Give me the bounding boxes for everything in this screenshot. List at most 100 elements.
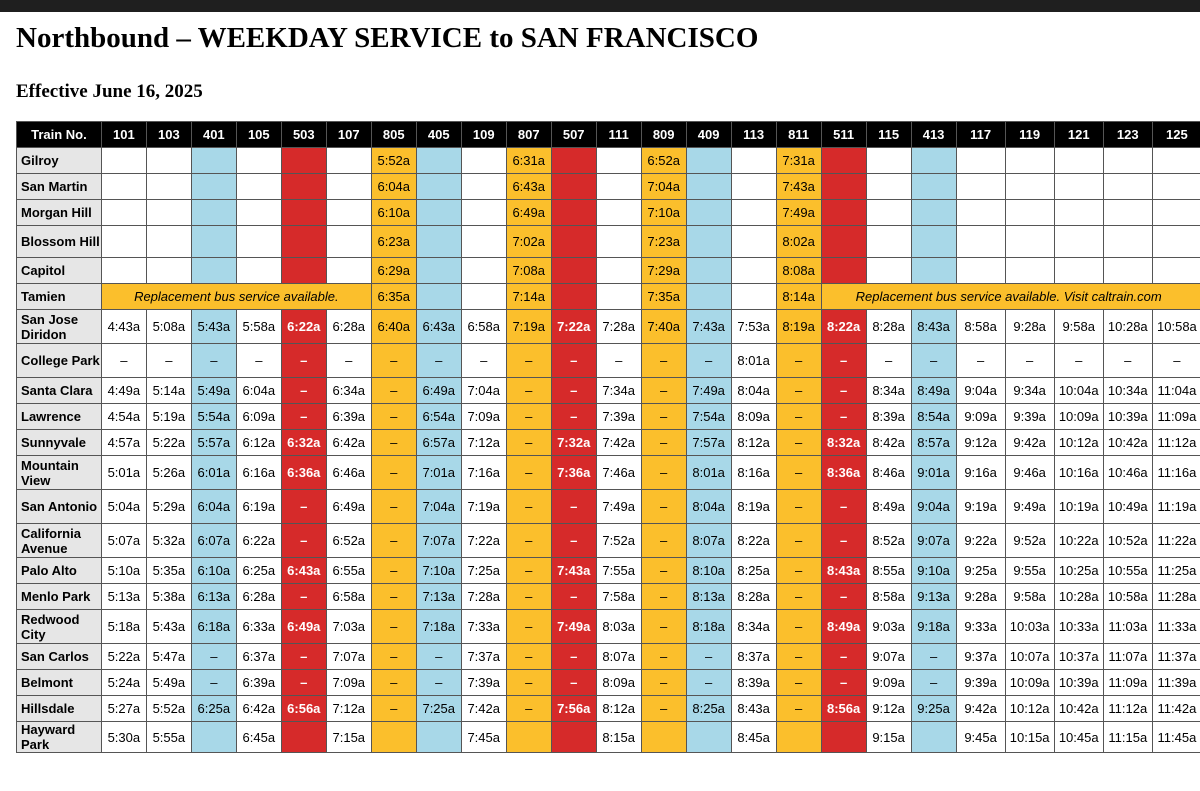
train-number-header: 511 bbox=[820, 121, 867, 148]
time-cell: 11:45a bbox=[1151, 721, 1200, 753]
time-cell: 11:25a bbox=[1151, 557, 1200, 584]
time-cell: 5:49a bbox=[145, 669, 192, 696]
time-cell: 6:13a bbox=[190, 583, 237, 610]
schedule-table-container: Train No. 101 103 401 105 503 107 805 405 109 807… bbox=[16, 121, 1200, 791]
time-cell: 6:07a bbox=[190, 523, 237, 558]
time-cell: 9:49a bbox=[1004, 489, 1055, 524]
time-cell bbox=[1004, 147, 1055, 174]
time-cell bbox=[145, 199, 192, 226]
station-name: Hillsdale bbox=[16, 695, 102, 722]
time-cell: 10:28a bbox=[1102, 309, 1153, 344]
time-cell bbox=[280, 199, 327, 226]
time-cell: 7:03a bbox=[325, 609, 372, 644]
time-cell: 8:34a bbox=[730, 609, 777, 644]
time-cell bbox=[1102, 257, 1153, 284]
time-cell: 10:33a bbox=[1053, 609, 1104, 644]
time-cell: – bbox=[550, 669, 597, 696]
time-cell: 6:49a bbox=[415, 377, 462, 404]
time-cell: 8:07a bbox=[685, 523, 732, 558]
time-cell: 8:22a bbox=[730, 523, 777, 558]
time-cell: 9:28a bbox=[955, 583, 1006, 610]
time-cell: 7:43a bbox=[775, 173, 822, 200]
station-name: Redwood City bbox=[16, 609, 102, 644]
time-cell: 9:33a bbox=[955, 609, 1006, 644]
time-cell bbox=[280, 721, 327, 753]
time-cell: – bbox=[820, 643, 867, 670]
time-cell: 5:52a bbox=[370, 147, 417, 174]
time-cell: 10:15a bbox=[1004, 721, 1055, 753]
time-cell: 5:07a bbox=[100, 523, 147, 558]
time-cell: 7:58a bbox=[595, 583, 642, 610]
time-cell: 4:57a bbox=[100, 429, 147, 456]
train-no-header: Train No. bbox=[16, 121, 102, 148]
time-cell: 7:10a bbox=[415, 557, 462, 584]
time-cell: 6:45a bbox=[235, 721, 282, 753]
time-cell bbox=[415, 257, 462, 284]
time-cell bbox=[460, 283, 507, 310]
time-cell: – bbox=[280, 377, 327, 404]
time-cell bbox=[145, 257, 192, 284]
station-row: Mountain View 5:01a 5:26a 6:01a 6:16a 6:36a 6:… bbox=[16, 455, 1200, 490]
time-cell: 8:43a bbox=[910, 309, 957, 344]
station-name: California Avenue bbox=[16, 523, 102, 558]
train-number-header: 405 bbox=[415, 121, 462, 148]
time-cell: 9:45a bbox=[955, 721, 1006, 753]
time-cell bbox=[415, 199, 462, 226]
time-cell: 7:49a bbox=[775, 199, 822, 226]
time-cell: – bbox=[280, 523, 327, 558]
time-cell: 7:40a bbox=[640, 309, 687, 344]
time-cell: 8:07a bbox=[595, 643, 642, 670]
time-cell: 6:19a bbox=[235, 489, 282, 524]
station-row: Lawrence 4:54a 5:19a 5:54a 6:09a –6:39a –6:54a… bbox=[16, 403, 1200, 430]
time-cell: – bbox=[1053, 343, 1104, 378]
time-cell bbox=[595, 199, 642, 226]
time-cell: – bbox=[505, 455, 552, 490]
time-cell: 8:55a bbox=[865, 557, 912, 584]
time-cell bbox=[280, 147, 327, 174]
time-cell: – bbox=[775, 523, 822, 558]
time-cell bbox=[1151, 199, 1200, 226]
time-cell bbox=[145, 147, 192, 174]
time-cell: – bbox=[910, 343, 957, 378]
time-cell: 7:07a bbox=[415, 523, 462, 558]
time-cell: – bbox=[505, 643, 552, 670]
time-cell: 10:52a bbox=[1102, 523, 1153, 558]
station-row: Hillsdale 5:27a 5:52a 6:25a 6:42a 6:56a 7:12a –… bbox=[16, 695, 1200, 722]
time-cell: 5:38a bbox=[145, 583, 192, 610]
time-cell: 9:13a bbox=[910, 583, 957, 610]
time-cell: 8:25a bbox=[730, 557, 777, 584]
time-cell: – bbox=[775, 583, 822, 610]
time-cell: 6:55a bbox=[325, 557, 372, 584]
station-name: Tamien bbox=[16, 283, 102, 310]
time-cell: 7:02a bbox=[505, 225, 552, 258]
time-cell bbox=[460, 257, 507, 284]
time-cell: 7:15a bbox=[325, 721, 372, 753]
station-name: Mountain View bbox=[16, 455, 102, 490]
time-cell: – bbox=[640, 429, 687, 456]
time-cell: – bbox=[775, 429, 822, 456]
time-cell bbox=[1151, 147, 1200, 174]
train-number-header: 409 bbox=[685, 121, 732, 148]
time-cell: – bbox=[370, 669, 417, 696]
time-cell bbox=[1053, 257, 1104, 284]
time-cell: 11:33a bbox=[1151, 609, 1200, 644]
time-cell: – bbox=[505, 557, 552, 584]
station-name: Hayward Park bbox=[16, 721, 102, 753]
time-cell: 6:01a bbox=[190, 455, 237, 490]
time-cell: 7:31a bbox=[775, 147, 822, 174]
time-cell: 6:49a bbox=[280, 609, 327, 644]
time-cell bbox=[460, 173, 507, 200]
time-cell bbox=[1102, 147, 1153, 174]
time-cell: 9:37a bbox=[955, 643, 1006, 670]
time-cell bbox=[865, 173, 912, 200]
time-cell: – bbox=[505, 403, 552, 430]
time-cell bbox=[1053, 199, 1104, 226]
time-cell bbox=[415, 721, 462, 753]
time-cell: 7:33a bbox=[460, 609, 507, 644]
time-cell: – bbox=[595, 343, 642, 378]
time-cell: 7:34a bbox=[595, 377, 642, 404]
time-cell bbox=[280, 225, 327, 258]
time-cell bbox=[1004, 173, 1055, 200]
time-cell bbox=[955, 257, 1006, 284]
time-cell: 11:39a bbox=[1151, 669, 1200, 696]
